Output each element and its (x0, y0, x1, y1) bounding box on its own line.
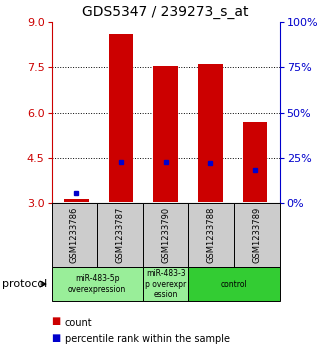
Text: GSM1233789: GSM1233789 (252, 207, 261, 263)
Bar (64, 199, 89, 202)
Text: count: count (65, 318, 93, 328)
Text: GSM1233787: GSM1233787 (116, 207, 125, 263)
Text: GSM1233786: GSM1233786 (70, 207, 79, 263)
Text: control: control (221, 280, 247, 289)
Text: GSM1233788: GSM1233788 (207, 207, 216, 263)
Bar (198, 64, 223, 202)
Bar (109, 34, 133, 202)
Text: percentile rank within the sample: percentile rank within the sample (65, 334, 230, 344)
Text: GSM1233790: GSM1233790 (161, 207, 170, 263)
Bar (154, 66, 178, 202)
Text: miR-483-3
p overexpr
ession: miR-483-3 p overexpr ession (145, 269, 186, 299)
Text: ■: ■ (52, 316, 61, 326)
Text: miR-483-5p
overexpression: miR-483-5p overexpression (68, 274, 126, 294)
Text: protocol: protocol (2, 279, 47, 289)
Text: ■: ■ (52, 333, 61, 343)
Bar (243, 122, 267, 202)
Title: GDS5347 / 239273_s_at: GDS5347 / 239273_s_at (82, 5, 249, 19)
